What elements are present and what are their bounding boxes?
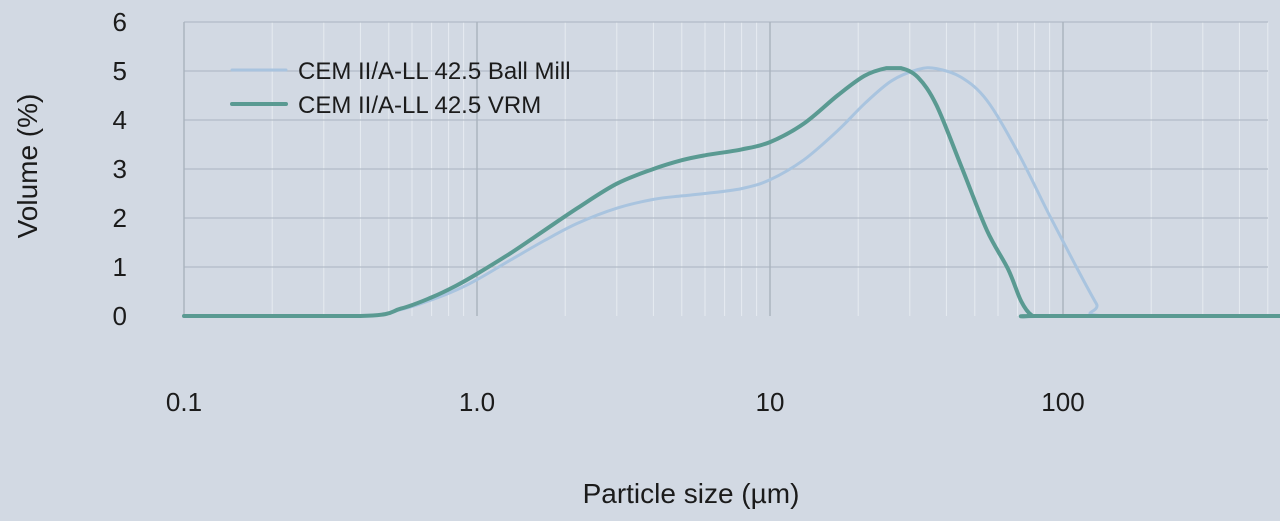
y-tick-label: 2	[113, 203, 127, 233]
major-gridlines	[183, 21, 1268, 316]
y-axis-tick-labels: 0 1 2 3 4 5 6	[113, 7, 127, 331]
legend-label-ball-mill: CEM II/A-LL 42.5 Ball Mill	[298, 58, 571, 85]
x-axis-tick-labels: 0.1 1.0 10 100	[166, 387, 1085, 417]
series-lines	[182, 66, 1280, 319]
y-tick-label: 0	[113, 301, 127, 331]
y-tick-label: 4	[113, 105, 127, 135]
legend-label-vrm: CEM II/A-LL 42.5 VRM	[298, 92, 541, 119]
x-tick-label: 0.1	[166, 387, 202, 417]
y-tick-label: 6	[113, 7, 127, 37]
legend: CEM II/A-LL 42.5 Ball Mill CEM II/A-LL 4…	[230, 58, 571, 119]
series-line-vrm	[182, 66, 1280, 319]
x-tick-label: 100	[1041, 387, 1084, 417]
x-axis-title: Particle size (µm)	[583, 478, 800, 509]
y-axis-title: Volume (%)	[12, 94, 43, 239]
x-tick-label: 1.0	[459, 387, 495, 417]
y-tick-label: 5	[113, 56, 127, 86]
series-line-ball-mill	[182, 66, 1280, 318]
x-tick-label: 10	[756, 387, 785, 417]
y-tick-label: 3	[113, 154, 127, 184]
y-tick-label: 1	[113, 252, 127, 282]
